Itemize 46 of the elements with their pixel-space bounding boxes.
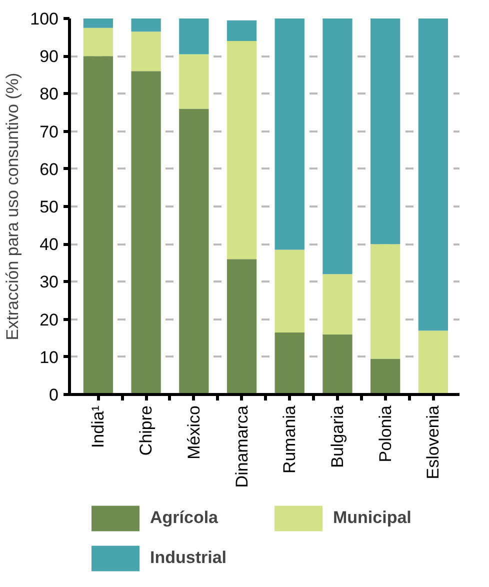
y-tick-label: 30	[40, 272, 59, 292]
bar	[274, 332, 304, 394]
y-tick-label: 0	[49, 386, 59, 404]
bar	[322, 334, 352, 394]
bar	[418, 330, 448, 394]
bar	[370, 18, 400, 244]
bar	[226, 20, 257, 42]
bar	[131, 32, 161, 72]
x-tick-label: Dinamarca	[232, 404, 252, 488]
bar	[83, 56, 114, 394]
bar	[179, 54, 209, 109]
bar	[322, 18, 352, 274]
x-tick-label: Eslovenia	[424, 404, 443, 480]
y-tick-label: 80	[40, 84, 59, 104]
legend-label: Municipal	[333, 506, 412, 528]
bar	[179, 18, 209, 54]
x-tick-label: Bulgaria	[328, 404, 347, 468]
y-tick-label: 20	[40, 310, 59, 330]
bar	[370, 244, 400, 359]
bar	[418, 18, 448, 331]
x-tick-label: Chipre	[136, 405, 156, 456]
y-axis-title: Extracción para uso consuntivo (%)	[3, 72, 22, 340]
bar	[131, 71, 161, 394]
bar	[179, 108, 209, 394]
bar	[226, 41, 257, 260]
y-tick-label: 40	[40, 235, 59, 254]
bar	[83, 28, 114, 56]
bar	[131, 18, 161, 32]
bar	[322, 274, 352, 334]
y-tick-label: 60	[40, 160, 59, 179]
y-tick-label: 70	[40, 122, 59, 142]
x-tick-label: Polonia	[376, 404, 395, 462]
bar	[226, 259, 257, 394]
legend-label: Agrícola	[150, 506, 220, 529]
y-tick-label: 50	[40, 198, 59, 216]
x-tick-label: Rumania	[280, 404, 300, 474]
x-tick-label: India¹	[88, 405, 108, 448]
bar	[83, 18, 114, 28]
x-tick-label: México	[184, 405, 204, 460]
legend-label: Industrial	[150, 546, 228, 568]
bar	[370, 358, 400, 394]
bar	[274, 250, 304, 332]
y-tick-label: 100	[30, 10, 59, 28]
y-tick-label: 90	[40, 47, 59, 66]
bar	[274, 18, 304, 250]
y-tick-label: 10	[40, 348, 59, 367]
